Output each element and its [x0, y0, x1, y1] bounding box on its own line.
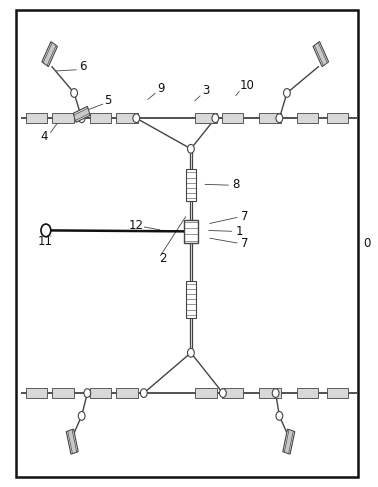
Bar	[259, 113, 281, 123]
Text: 10: 10	[240, 79, 255, 92]
Bar	[313, 41, 328, 67]
Bar	[259, 388, 281, 398]
Bar	[90, 388, 111, 398]
Circle shape	[276, 412, 283, 420]
Text: 0: 0	[363, 237, 370, 250]
Text: 3: 3	[202, 84, 210, 97]
Bar	[297, 113, 318, 123]
Bar	[186, 169, 196, 201]
Bar	[327, 388, 349, 398]
Text: 9: 9	[157, 82, 164, 94]
Bar	[327, 113, 349, 123]
Bar	[314, 42, 327, 66]
Bar	[52, 113, 74, 123]
Bar	[116, 388, 138, 398]
Bar	[284, 430, 293, 454]
Circle shape	[78, 412, 85, 420]
Text: 6: 6	[79, 60, 87, 73]
Text: 7: 7	[241, 237, 248, 250]
Circle shape	[220, 389, 226, 397]
Text: 1: 1	[236, 225, 243, 238]
Circle shape	[133, 114, 139, 123]
Text: 2: 2	[159, 252, 166, 264]
Text: 7: 7	[241, 210, 248, 224]
Bar	[195, 388, 217, 398]
Circle shape	[276, 114, 283, 123]
Bar	[195, 113, 217, 123]
Bar	[43, 42, 56, 66]
Circle shape	[41, 224, 51, 237]
Bar	[222, 113, 243, 123]
Circle shape	[284, 89, 290, 97]
Text: 12: 12	[129, 219, 144, 231]
Bar	[68, 430, 77, 454]
Bar	[52, 388, 74, 398]
Text: 8: 8	[232, 178, 240, 191]
Bar	[297, 388, 318, 398]
Bar	[73, 106, 90, 122]
Bar	[42, 41, 57, 67]
Circle shape	[140, 389, 147, 397]
Circle shape	[272, 389, 279, 397]
Circle shape	[187, 145, 194, 153]
Bar	[283, 429, 295, 454]
Bar	[184, 220, 198, 243]
Bar	[90, 113, 111, 123]
Circle shape	[187, 348, 194, 357]
Bar	[186, 281, 196, 318]
Text: 4: 4	[40, 130, 48, 143]
Circle shape	[84, 389, 91, 397]
Circle shape	[71, 89, 77, 97]
Circle shape	[78, 114, 85, 123]
Bar	[66, 429, 78, 454]
Text: 11: 11	[38, 235, 53, 247]
Bar	[26, 388, 47, 398]
Circle shape	[212, 114, 219, 123]
Bar	[222, 388, 243, 398]
Text: 5: 5	[104, 94, 112, 107]
Bar	[26, 113, 47, 123]
Bar	[74, 108, 90, 121]
Bar	[116, 113, 138, 123]
